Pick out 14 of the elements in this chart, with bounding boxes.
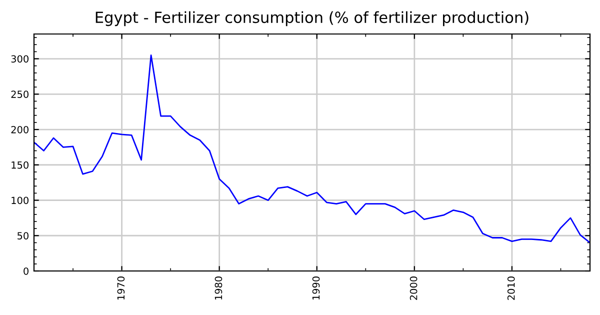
- chart-title: Egypt - Fertilizer consumption (% of fertilizer production): [96, 11, 528, 26]
- x-tick-label: 2010: [507, 276, 515, 300]
- y-tick-label: 50: [18, 232, 28, 240]
- y-tick-label: 100: [12, 196, 28, 204]
- x-tick-label: 1990: [312, 276, 320, 300]
- y-tick-label: 150: [12, 161, 28, 169]
- x-tick-label: 2000: [410, 276, 418, 300]
- x-tick-label: 1980: [214, 276, 222, 300]
- y-tick-label: 250: [11, 90, 28, 98]
- y-tick-label: 0: [24, 267, 28, 275]
- y-tick-label: 200: [11, 126, 28, 134]
- y-tick-label: 300: [11, 55, 28, 63]
- line-series: [34, 54, 590, 244]
- x-tick-label: 1970: [117, 276, 125, 300]
